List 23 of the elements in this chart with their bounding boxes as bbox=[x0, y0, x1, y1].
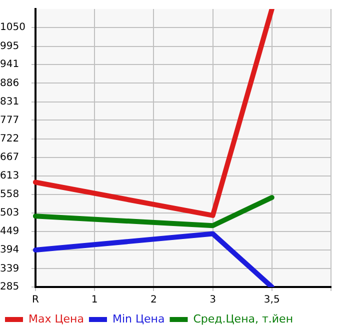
y-tick-label: 831 bbox=[0, 96, 20, 108]
y-tick-label: 667 bbox=[0, 152, 20, 164]
y-tick-label: 394 bbox=[0, 244, 20, 256]
y-tick-label: 613 bbox=[0, 170, 20, 182]
y-tick-label: 777 bbox=[0, 114, 20, 126]
legend-label: Min Цена bbox=[112, 312, 165, 326]
x-tick-label: 3 bbox=[210, 294, 216, 306]
legend-label: Сред.Цена, т.йен bbox=[193, 312, 294, 326]
y-tick-label: 1050 bbox=[0, 22, 26, 34]
x-tick-label: 3,5 bbox=[264, 294, 280, 306]
x-tick-label: 1 bbox=[91, 294, 98, 306]
x-tick-label: R bbox=[32, 294, 39, 306]
y-tick-label: 449 bbox=[0, 226, 20, 237]
y-tick-label: 886 bbox=[0, 78, 20, 89]
x-tick-label: 2 bbox=[150, 294, 157, 306]
legend-label: Max Цена bbox=[28, 312, 84, 326]
y-tick-label: 339 bbox=[0, 263, 20, 274]
y-tick-label: 941 bbox=[0, 59, 20, 70]
y-tick-label: 995 bbox=[0, 40, 20, 52]
y-tick-label: 722 bbox=[0, 133, 20, 144]
y-tick-label: 558 bbox=[0, 189, 20, 200]
y-tick-label: 285 bbox=[0, 282, 20, 293]
y-tick-label: 503 bbox=[0, 208, 20, 219]
